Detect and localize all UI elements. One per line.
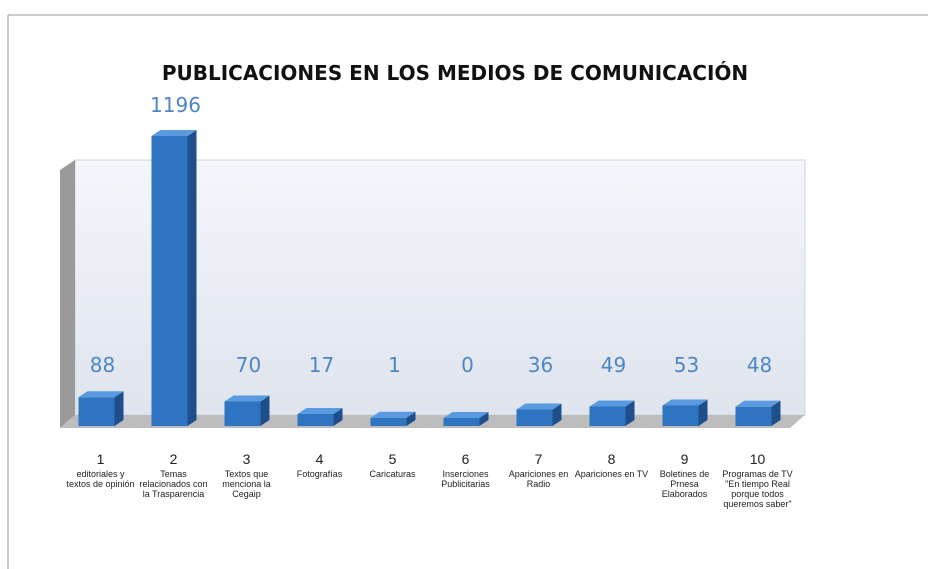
bar-top	[78, 391, 124, 398]
category-description: Programas de TV "En tiempo Real porque t…	[722, 469, 793, 509]
category-description: Textos que menciona la Cegaip	[222, 469, 271, 499]
x-tick-label: 8	[607, 451, 616, 467]
value-label: 17	[309, 353, 334, 377]
bar	[78, 397, 115, 426]
bar-side	[260, 395, 270, 426]
bar-top	[516, 403, 562, 410]
bar-side	[114, 391, 124, 426]
bar-side	[698, 399, 708, 426]
bar-side	[333, 407, 343, 426]
bar-top	[151, 130, 197, 136]
bar-top	[297, 407, 343, 414]
bar	[443, 418, 480, 426]
category-description: editoriales y textos de opinión	[66, 469, 135, 489]
bar-top	[224, 395, 270, 402]
value-label: 53	[674, 353, 699, 377]
bar	[151, 136, 188, 426]
bar-top	[662, 399, 708, 406]
category-description: Caricaturas	[369, 469, 416, 479]
value-label: 36	[528, 353, 553, 377]
x-tick-label: 6	[461, 451, 470, 467]
x-tick-label: 5	[388, 451, 397, 467]
value-label: 70	[236, 353, 261, 377]
category-description: Apariciones en Radio	[508, 469, 569, 489]
bar-top	[370, 411, 416, 418]
bar-side	[406, 411, 416, 426]
bar	[297, 413, 334, 426]
category-description: Inserciones Publicitarias	[441, 469, 490, 489]
x-tick-label: 7	[534, 451, 543, 467]
category-description: Fotografías	[296, 469, 343, 479]
value-label: 49	[601, 353, 626, 377]
bar-top	[589, 400, 635, 407]
category-description: Temas relacionados con la Trasparencia	[139, 469, 208, 499]
bar-side	[625, 400, 635, 426]
category-description: Apariciones en TV	[574, 469, 649, 479]
bar-top	[443, 412, 489, 418]
x-tick-label: 1	[96, 451, 105, 467]
bar	[662, 405, 699, 426]
x-tick-label: 4	[315, 451, 324, 467]
x-tick-label: 2	[169, 451, 178, 467]
value-label: 88	[90, 353, 115, 377]
bar	[735, 406, 772, 426]
value-label: 48	[747, 353, 772, 377]
category-description: Boletines de Prnesa Elaborados	[659, 469, 710, 499]
bar	[589, 406, 626, 426]
x-tick-label: 3	[242, 451, 251, 467]
value-label: 1196	[150, 93, 201, 117]
bar-side	[479, 412, 489, 426]
value-label: 1	[388, 353, 401, 377]
bar	[516, 409, 553, 426]
bar-side	[552, 403, 562, 426]
chart-title: PUBLICACIONES EN LOS MEDIOS DE COMUNICAC…	[162, 61, 748, 85]
bar-side	[187, 130, 197, 426]
bar-side	[771, 400, 781, 426]
bar	[224, 401, 261, 426]
value-label: 0	[461, 353, 474, 377]
bar	[370, 417, 407, 426]
side-wall	[60, 160, 75, 428]
bar-top	[735, 400, 781, 407]
x-tick-label: 10	[749, 451, 766, 467]
x-tick-label: 9	[680, 451, 689, 467]
